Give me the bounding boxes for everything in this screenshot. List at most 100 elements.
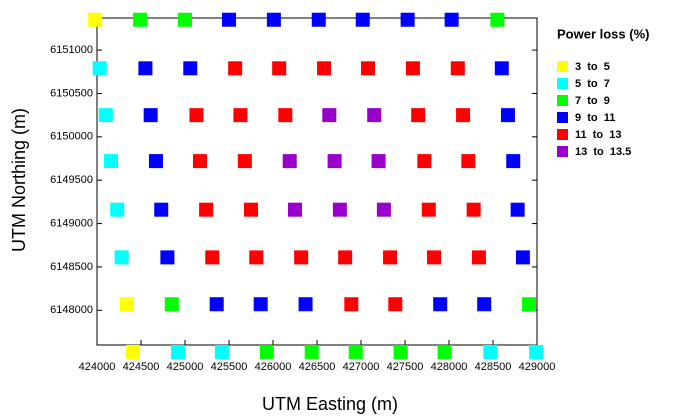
marker [500,108,515,123]
legend-swatch [557,146,568,157]
marker [170,344,185,359]
marker [205,250,220,265]
marker [376,202,391,217]
x-tick-label: 424500 [123,361,160,373]
marker [148,154,163,169]
marker [133,12,148,27]
marker [327,154,342,169]
plot-frame [96,17,538,346]
x-tick-label: 427000 [343,361,380,373]
marker [192,154,207,169]
marker [322,108,337,123]
legend-label: 7 to 9 [575,95,610,107]
marker [494,61,509,76]
marker [244,202,258,217]
legend-label: 13 to 13.5 [575,146,631,158]
marker [304,344,319,359]
marker [88,12,103,27]
marker [388,297,403,312]
marker [104,154,119,169]
marker [209,297,224,312]
marker [282,154,297,169]
x-tick-label: 427500 [387,361,424,373]
y-tick-label: 6149000 [50,217,93,229]
marker [288,202,302,217]
marker [233,108,248,123]
y-tick-label: 6148500 [50,261,93,273]
marker [383,250,398,265]
y-tick-label: 6149500 [50,174,93,186]
y-tick-label: 6150000 [50,131,93,143]
legend-swatch [557,95,568,106]
marker [294,250,309,265]
marker [114,250,129,265]
marker [311,12,326,27]
x-axis-title: UTM Easting (m) [262,394,398,414]
marker [317,61,332,76]
marker [433,297,448,312]
x-tick-label: 425500 [211,361,248,373]
marker [529,344,544,359]
marker [119,297,134,312]
marker [237,154,252,169]
marker [249,250,264,265]
marker [367,108,382,123]
marker [138,61,153,76]
marker [222,12,236,27]
marker [361,61,376,76]
marker [355,12,370,27]
marker [371,154,386,169]
marker [228,61,243,76]
marker [266,12,281,27]
marker [178,12,192,27]
legend-label: 9 to 11 [575,112,615,124]
marker [522,297,537,312]
marker [421,202,436,217]
x-tick-label: 426500 [299,361,336,373]
marker [437,344,452,359]
marker [348,344,363,359]
marker [450,61,465,76]
marker [278,108,293,123]
marker [483,344,498,359]
marker [400,12,415,27]
marker [461,154,476,169]
legend-swatch [557,129,568,140]
marker [253,297,268,312]
y-tick-label: 6150500 [50,87,93,99]
marker [490,12,505,27]
marker [506,154,521,169]
marker [189,108,204,123]
marker [126,344,141,359]
legend-label: 5 to 7 [575,78,610,90]
x-tick-label: 425000 [167,361,204,373]
marker [154,202,169,217]
marker [183,61,198,76]
marker [92,61,107,76]
y-tick-label: 6148000 [50,304,93,316]
marker [477,297,492,312]
marker [456,108,471,123]
legend-title: Power loss (%) [557,26,649,41]
y-tick-label: 6151000 [50,44,93,56]
legend-swatch [557,61,568,72]
legend-swatch [557,112,568,123]
marker [160,250,175,265]
marker [298,297,313,312]
marker [199,202,214,217]
x-tick-label: 428000 [431,361,468,373]
y-axis-title: UTM Northing (m) [9,108,29,252]
marker [510,202,525,217]
x-tick-label: 424000 [79,361,116,373]
marker [444,12,459,27]
marker [143,108,158,123]
marker [411,108,426,123]
marker [344,297,359,312]
marker [110,202,125,217]
x-tick-label: 428500 [475,361,512,373]
marker [259,344,274,359]
marker [98,108,113,123]
marker [405,61,420,76]
legend-label: 3 to 5 [575,61,610,73]
